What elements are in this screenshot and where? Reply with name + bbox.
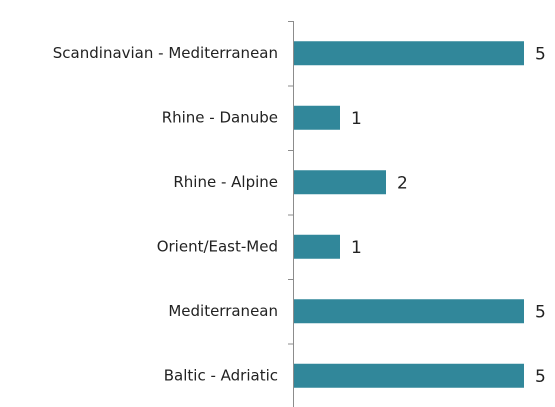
bar bbox=[294, 299, 524, 324]
bar bbox=[294, 363, 524, 388]
y-tick-label: Mediterranean bbox=[168, 302, 278, 320]
value-label: 5 bbox=[535, 367, 546, 387]
value-label: 5 bbox=[535, 302, 546, 322]
y-tick-label: Rhine - Alpine bbox=[173, 173, 278, 191]
value-label: 2 bbox=[397, 173, 408, 193]
value-label: 1 bbox=[351, 238, 362, 258]
bar bbox=[294, 41, 524, 66]
bar bbox=[294, 234, 340, 259]
y-tick-label: Rhine - Danube bbox=[162, 108, 278, 126]
y-tick-label: Scandinavian - Mediterranean bbox=[53, 44, 278, 62]
bar bbox=[294, 170, 386, 195]
value-label: 5 bbox=[535, 44, 546, 64]
y-tick-label: Orient/East-Med bbox=[157, 237, 278, 255]
bar bbox=[294, 105, 340, 130]
value-label: 1 bbox=[351, 109, 362, 129]
y-tick-label: Baltic - Adriatic bbox=[164, 366, 278, 384]
